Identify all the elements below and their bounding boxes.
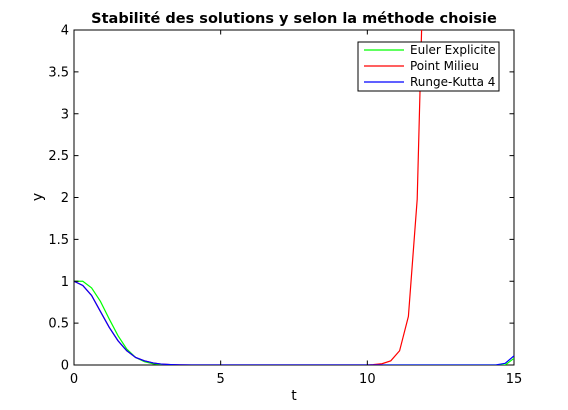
x-tick-label: 10 (359, 372, 376, 387)
tick-labels-group: 0 5 10 15 0 0.5 1 1.5 2 2.5 3 3.5 4 (48, 24, 522, 388)
y-tick-label: 2 (61, 191, 69, 206)
y-tick-label: 4 (61, 24, 69, 39)
legend-entry-euler-explicite: Euler Explicite (410, 43, 496, 57)
y-tick-label: 3 (61, 107, 69, 122)
series-group (74, 29, 514, 365)
chart-title: Stabilité des solutions y selon la métho… (91, 11, 497, 27)
y-axis-label: y (30, 193, 46, 201)
x-tick-label: 5 (217, 372, 225, 387)
ticks-group (73, 29, 515, 366)
legend-entry-point-milieu: Point Milieu (410, 59, 479, 73)
legend-entry-runge-kutta-4: Runge-Kutta 4 (410, 75, 495, 89)
y-tick-label: 1 (61, 275, 69, 290)
legend: Euler Explicite Point Milieu Runge-Kutta… (357, 41, 500, 92)
y-tick-label: 0 (61, 359, 69, 374)
y-tick-label: 0.5 (48, 317, 69, 332)
x-axis-label: t (291, 388, 297, 404)
y-tick-label: 3.5 (48, 65, 69, 80)
x-tick-label: 15 (506, 372, 523, 387)
y-tick-label: 1.5 (48, 233, 69, 248)
x-tick-label: 0 (70, 372, 78, 387)
series-line-runge-kutta-4 (74, 280, 514, 365)
y-tick-label: 2.5 (48, 149, 69, 164)
